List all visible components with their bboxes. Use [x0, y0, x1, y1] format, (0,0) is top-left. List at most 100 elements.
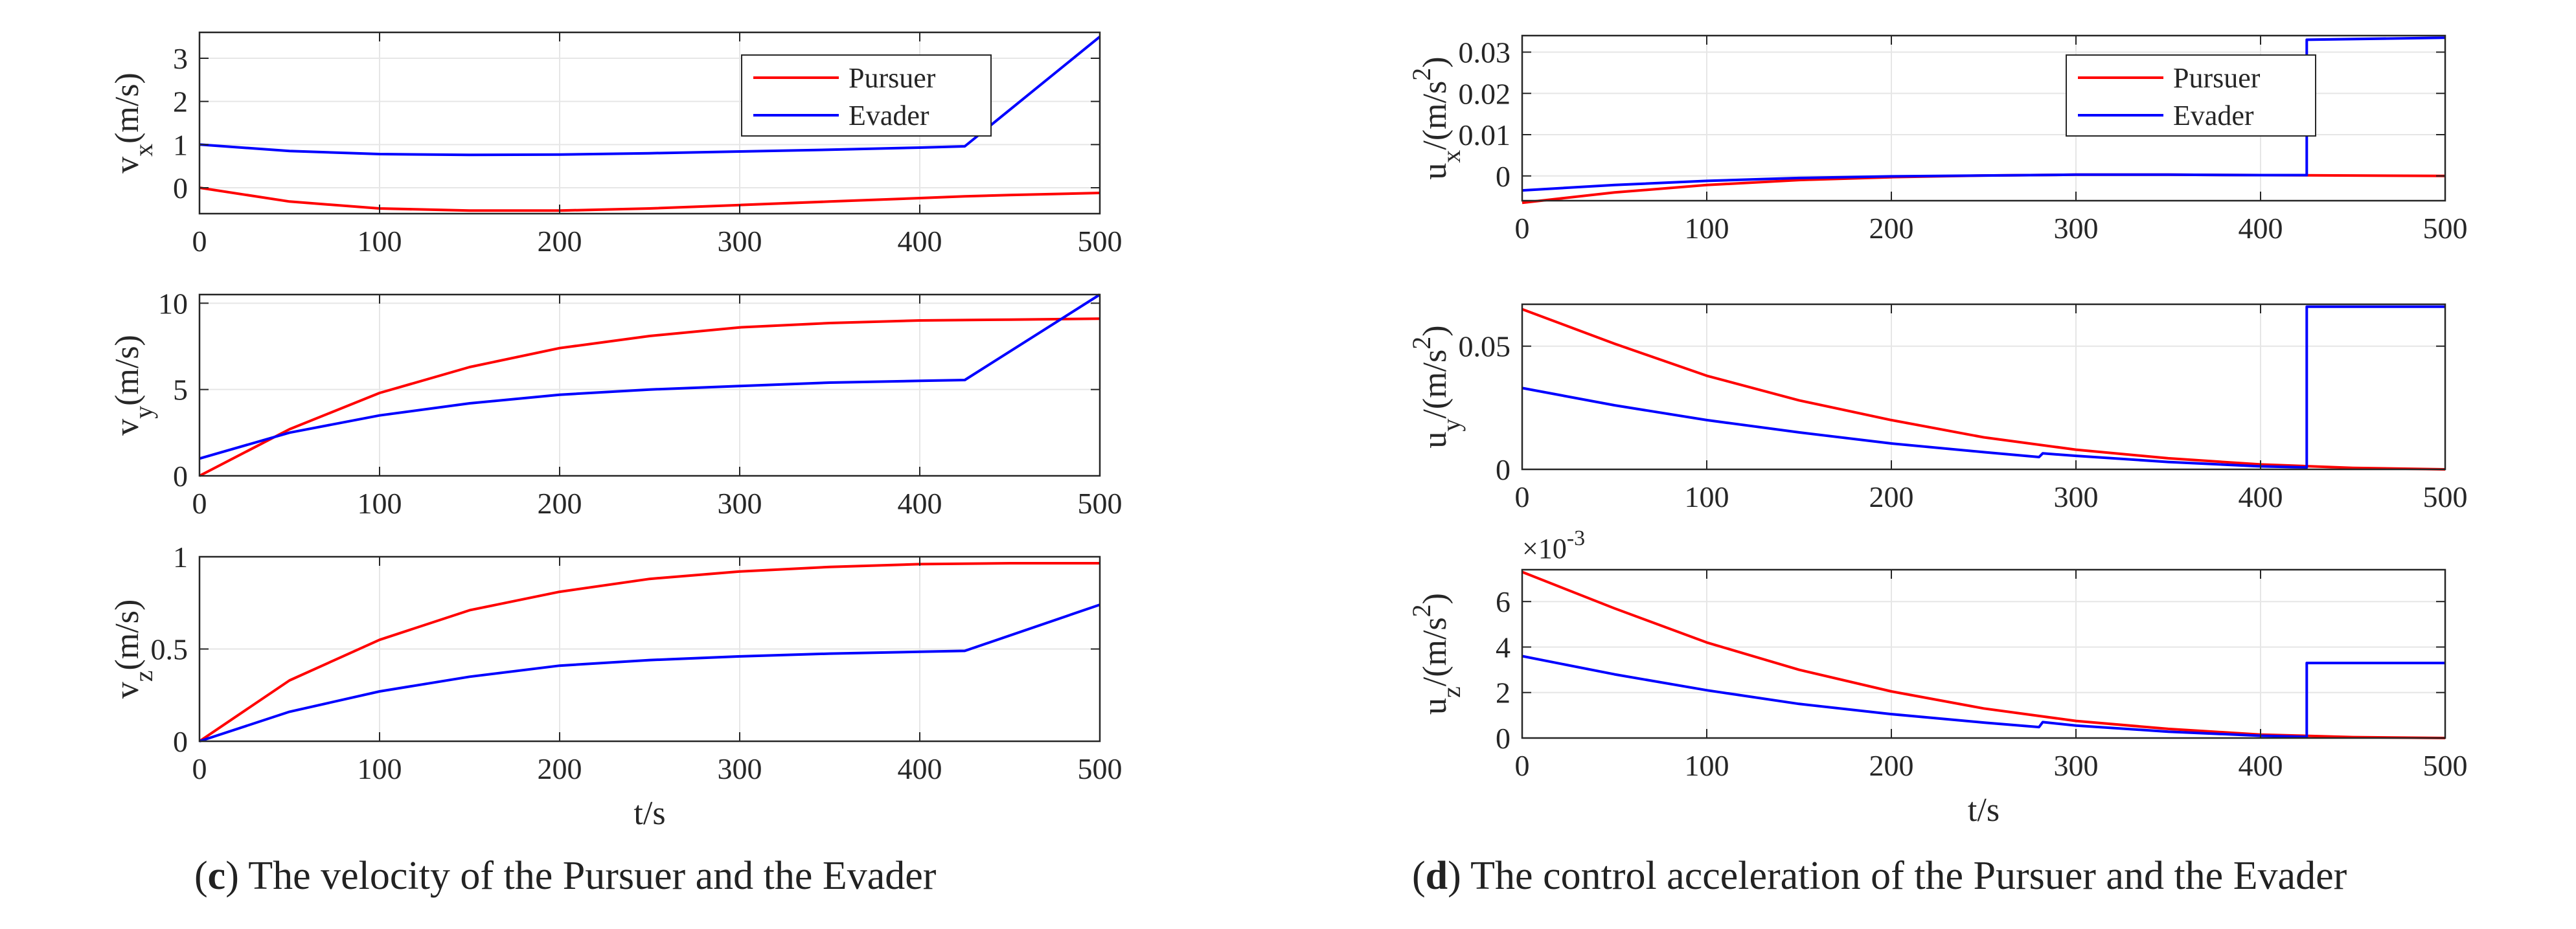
x-tick-label: 200 — [538, 752, 582, 785]
y-axis-label: uy/(m/s2) — [1407, 325, 1466, 448]
x-tick-label: 100 — [1685, 749, 1729, 782]
caption-c-letter: c — [207, 854, 226, 898]
caption-c-text: The velocity of the Pursuer and the Evad… — [248, 854, 937, 898]
caption-d: (d) The control acceleration of the Purs… — [1412, 854, 2347, 898]
legend-label-pursuer: Pursuer — [2173, 62, 2261, 94]
y-tick-label: 0 — [1496, 160, 1510, 193]
x-tick-label: 200 — [538, 225, 582, 258]
x-tick-label: 300 — [2054, 212, 2099, 245]
x-tick-label: 200 — [1869, 212, 1914, 245]
series-line-evader — [1522, 36, 2446, 192]
y-axis-label: uz/(m/s2) — [1407, 593, 1466, 715]
x-tick-label: 100 — [1685, 212, 1729, 245]
x-tick-label: 500 — [1078, 752, 1123, 785]
x-tick-label: 500 — [2423, 212, 2468, 245]
legend: Pursuer Evader — [741, 54, 992, 137]
series-line-pursuer — [198, 562, 1100, 743]
series-line-pursuer — [199, 186, 1100, 212]
y-tick-label: 0.05 — [1459, 330, 1511, 363]
panel-vx: 0 100 200 300 400 500 0 1 2 3 vx(m/s) Pursuer Evader — [109, 31, 1123, 258]
y-axis-label: vz(m/s) — [109, 599, 158, 699]
x-tick-label: 100 — [358, 487, 402, 520]
caption-d-letter: d — [1425, 854, 1448, 898]
x-axis-label: t/s — [633, 795, 665, 832]
axes-box — [1521, 568, 2446, 739]
panel-uz: 0 100 200 300 400 500 0 2 4 6 uz/(m/s2) ×10-3 t/s — [1407, 526, 2468, 829]
y-tick-label: 2 — [1496, 677, 1510, 710]
x-tick-label: 0 — [192, 225, 207, 258]
legend-label-evader: Evader — [2173, 100, 2254, 131]
x-tick-label: 500 — [2423, 480, 2468, 513]
legend-label-pursuer: Pursuer — [849, 62, 936, 94]
axes-box — [198, 31, 1101, 215]
x-tick-label: 0 — [192, 487, 207, 520]
x-tick-label: 400 — [2239, 749, 2283, 782]
x-tick-label: 0 — [1515, 212, 1530, 245]
x-tick-label: 100 — [1685, 480, 1729, 513]
plot-area — [199, 295, 1100, 476]
caption-c: (c) The velocity of the Pursuer and the … — [194, 854, 937, 898]
x-tick-label: 0 — [192, 752, 207, 785]
y-tick-label: 0.03 — [1459, 36, 1511, 69]
y-tick-label: 5 — [173, 374, 188, 407]
caption-d-text: The control acceleration of the Pursuer … — [1470, 854, 2347, 898]
series-line-pursuer — [1522, 308, 2446, 471]
x-tick-label: 400 — [898, 487, 942, 520]
y-tick-label: 0.02 — [1459, 77, 1511, 110]
x-tick-label: 500 — [1078, 225, 1123, 258]
x-tick-label: 200 — [1869, 480, 1914, 513]
series-line-evader — [1522, 655, 2445, 739]
x-tick-label: 100 — [358, 752, 402, 785]
x-tick-label: 0 — [1515, 749, 1530, 782]
y-tick-label: 0.01 — [1459, 118, 1511, 151]
x-tick-label: 400 — [898, 225, 942, 258]
x-axis-label: t/s — [1968, 792, 2000, 829]
x-tick-label: 200 — [1869, 749, 1914, 782]
x-tick-label: 500 — [1078, 487, 1123, 520]
y-tick-label: 0 — [173, 172, 188, 205]
x-tick-label: 400 — [2239, 480, 2283, 513]
x-tick-label: 400 — [2239, 212, 2283, 245]
axes-box — [1521, 303, 2446, 471]
series-line-evader — [199, 603, 1100, 743]
y-tick-label: 3 — [173, 42, 188, 75]
panel-vz: 0 100 200 300 400 500 0 0.5 1 vz(m/s) t/s — [109, 541, 1123, 832]
y-axis-label: vx(m/s) — [109, 73, 158, 173]
x-tick-label: 400 — [898, 752, 942, 785]
y-tick-label: 2 — [173, 85, 188, 118]
y-tick-label: 6 — [1496, 585, 1510, 618]
x-tick-label: 200 — [538, 487, 582, 520]
series-line-pursuer — [199, 317, 1100, 477]
legend: Pursuer Evader — [2066, 54, 2316, 137]
y-tick-label: 10 — [158, 287, 188, 320]
x-tick-label: 300 — [2054, 749, 2099, 782]
axes-box — [198, 293, 1101, 477]
y-tick-label: 0 — [173, 460, 188, 493]
x-tick-label: 0 — [1515, 480, 1530, 513]
y-tick-label: 0 — [173, 725, 188, 758]
x-tick-label: 500 — [2423, 749, 2468, 782]
series-line-evader — [199, 293, 1101, 460]
y-tick-label: 0 — [1496, 722, 1510, 755]
x-tick-label: 300 — [718, 225, 762, 258]
x-tick-label: 100 — [358, 225, 402, 258]
y-axis-label: ux/(m/s2) — [1407, 56, 1466, 179]
y-tick-label: 1 — [173, 541, 188, 574]
y-tick-label: 0 — [1496, 453, 1510, 486]
y-tick-label: 1 — [173, 128, 188, 161]
legend-box — [741, 54, 992, 137]
x-tick-label: 300 — [718, 487, 762, 520]
plot-area — [1522, 570, 2445, 738]
y-axis-exponent: ×10-3 — [1522, 526, 1585, 565]
x-tick-label: 300 — [718, 752, 762, 785]
plot-area — [1522, 304, 2445, 469]
x-tick-label: 300 — [2054, 480, 2099, 513]
y-axis-label: vy(m/s) — [109, 335, 158, 436]
axes-box — [1521, 34, 2446, 202]
y-tick-label: 4 — [1496, 631, 1510, 664]
series-line-evader — [1522, 305, 2445, 469]
